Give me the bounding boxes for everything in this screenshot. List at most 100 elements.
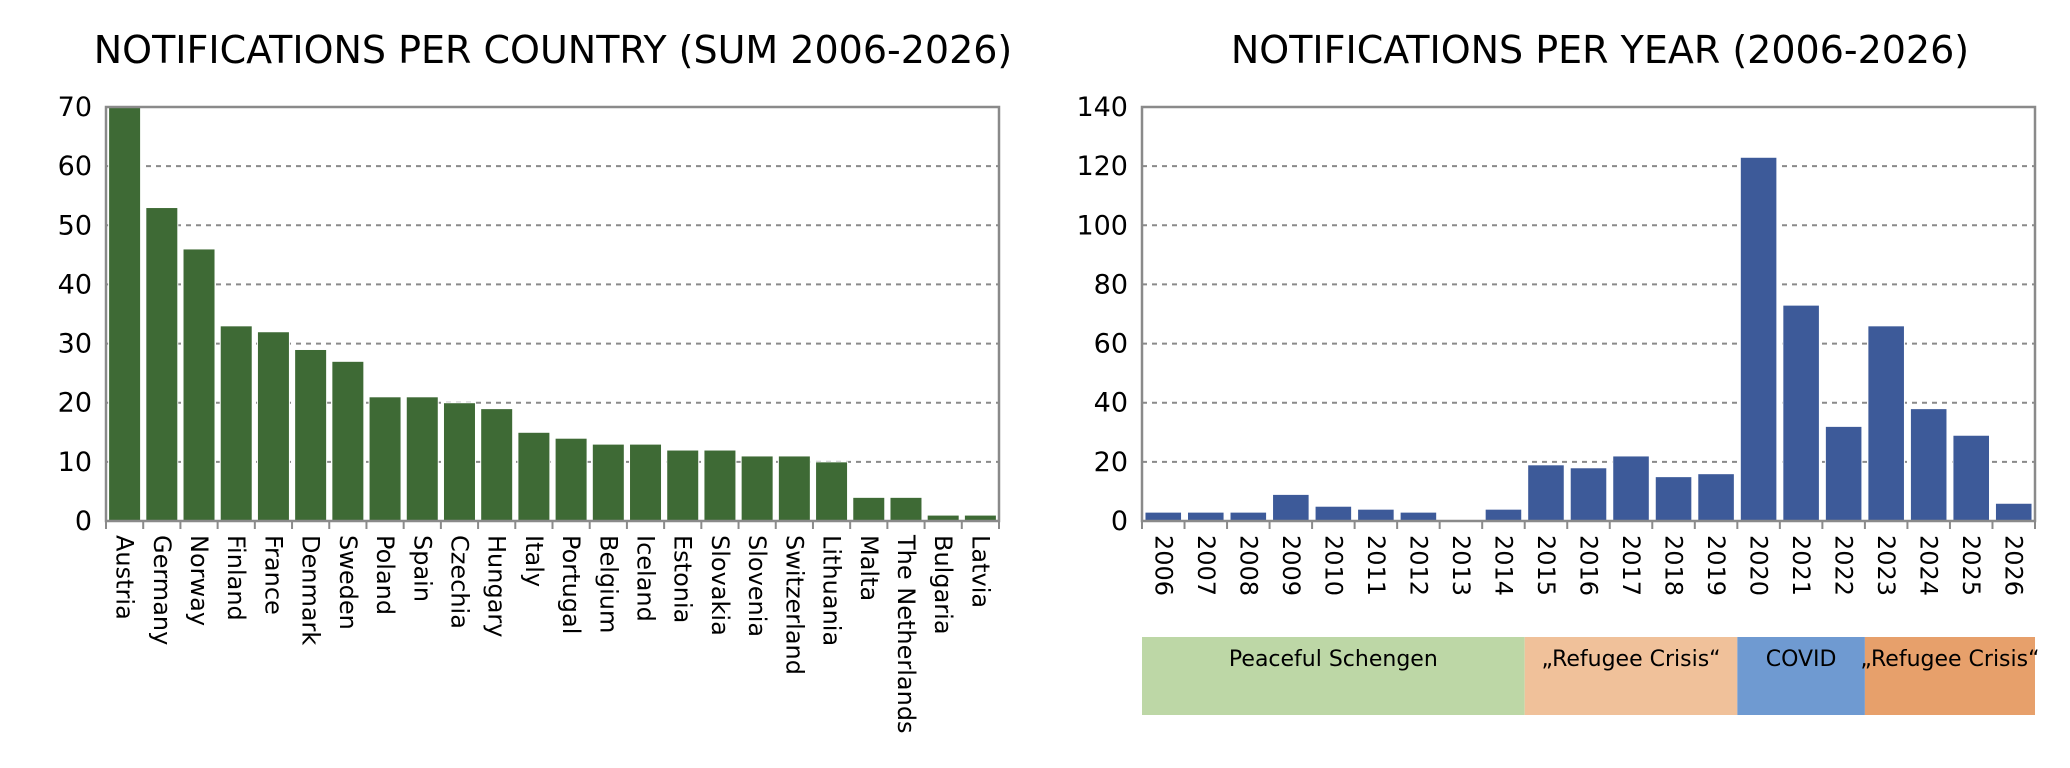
bar-2017: [1612, 455, 1650, 522]
period-refugee-crisis-3: [1864, 637, 2035, 715]
year-x-axis: 2006 2007 2008 2009 2010 2011 2012 2013 2014 2015…: [1141, 521, 2036, 596]
x-tick-label-2019: 2019: [1702, 535, 1730, 596]
bar-norway: [182, 248, 216, 522]
period-peaceful-schengen-0: [1142, 637, 1525, 715]
y-tick-label: 20: [58, 388, 92, 419]
bar-2025: [1952, 434, 1990, 522]
x-tick-label-slovenia: Slovenia: [743, 535, 771, 637]
x-tick-label-portugal: Portugal: [557, 535, 585, 634]
year-chart: NOTIFICATIONS PER YEAR (2006-2026) 0 20 40…: [1076, 28, 2040, 715]
x-tick-label-2009: 2009: [1277, 535, 1305, 596]
x-tick-label-estonia: Estonia: [669, 535, 697, 623]
y-tick-label: 60: [58, 151, 92, 182]
x-tick-label-norway: Norway: [185, 535, 213, 626]
country-gridlines: [106, 165, 999, 463]
y-tick-label: 100: [1076, 210, 1128, 241]
x-tick-label-poland: Poland: [371, 535, 399, 615]
bar-2007: [1187, 511, 1225, 522]
country-plot-frame: [104, 105, 1001, 523]
bar-2018: [1654, 476, 1693, 522]
bar-estonia: [666, 449, 700, 522]
bar-2022: [1824, 425, 1863, 522]
bar-2014: [1484, 508, 1523, 522]
x-tick-label-the-netherlands: The Netherlands: [892, 534, 920, 734]
bar-slovakia: [703, 449, 737, 522]
x-tick-label-2023: 2023: [1872, 535, 1900, 596]
bar-czechia: [442, 402, 476, 522]
x-tick-label-2017: 2017: [1617, 535, 1645, 596]
bar-2010: [1314, 505, 1353, 522]
bar-italy: [517, 431, 551, 522]
x-tick-label-hungary: Hungary: [483, 535, 511, 637]
year-bars: [1144, 156, 2033, 522]
x-tick-label-2010: 2010: [1319, 535, 1347, 596]
x-tick-label-malta: Malta: [855, 535, 883, 601]
x-tick-label-sweden: Sweden: [334, 535, 362, 630]
y-tick-label: 50: [58, 210, 92, 241]
country-y-axis: 0 10 20 30 40 50 60 70: [58, 92, 92, 537]
bar-2015: [1527, 464, 1565, 522]
x-tick-label-germany: Germany: [148, 535, 176, 645]
bar-2020: [1739, 156, 1778, 522]
x-tick-label-2026: 2026: [2000, 535, 2028, 596]
x-tick-label-2022: 2022: [1830, 535, 1858, 596]
x-tick-label-2013: 2013: [1447, 535, 1475, 596]
bar-iceland: [629, 443, 663, 522]
bar-the-netherlands: [889, 496, 923, 522]
bar-lithuania: [815, 461, 849, 522]
bar-2008: [1229, 511, 1268, 522]
period-band: Peaceful Schengen „Refugee Crisis“ COVID „R…: [1142, 637, 2040, 715]
bar-2019: [1697, 473, 1735, 522]
bar-2024: [1909, 408, 1948, 522]
x-tick-label-belgium: Belgium: [594, 535, 622, 633]
x-tick-label-latvia: Latvia: [966, 535, 994, 608]
y-tick-label: 30: [58, 329, 92, 360]
x-tick-label-austria: Austria: [111, 535, 139, 620]
x-tick-label-bulgaria: Bulgaria: [929, 535, 957, 635]
bar-finland: [219, 325, 253, 522]
bar-belgium: [591, 443, 625, 522]
x-tick-label-lithuania: Lithuania: [818, 535, 846, 646]
bar-denmark: [294, 348, 328, 522]
year-y-axis: 0 20 40 60 80 100 120 140: [1076, 92, 1128, 537]
x-tick-label-2020: 2020: [1745, 535, 1773, 596]
year-plot-frame: [1140, 105, 2037, 523]
y-tick-label: 70: [58, 92, 92, 123]
y-tick-label: 20: [1094, 447, 1128, 478]
bar-spain: [405, 396, 439, 522]
period-label: „Refugee Crisis“: [1541, 647, 1720, 672]
bar-portugal: [554, 437, 588, 522]
bar-2016: [1569, 467, 1608, 522]
bar-france: [256, 331, 290, 522]
country-chart: NOTIFICATIONS PER COUNTRY (SUM 2006-2026…: [58, 28, 1013, 734]
x-tick-label-2007: 2007: [1192, 535, 1220, 596]
period-label: „Refugee Crisis“: [1860, 647, 2039, 672]
y-tick-label: 0: [75, 506, 92, 537]
bar-sweden: [331, 360, 365, 522]
x-tick-label-2014: 2014: [1489, 535, 1517, 596]
bar-malta: [852, 496, 886, 522]
bar-hungary: [480, 408, 514, 522]
y-tick-label: 120: [1076, 151, 1128, 182]
country-x-axis: Austria Germany Norway Finland France Denmark…: [105, 521, 1000, 734]
x-tick-label-2024: 2024: [1915, 535, 1943, 596]
bar-slovenia: [740, 455, 774, 522]
y-tick-label: 140: [1076, 92, 1128, 123]
period-refugee-crisis-1: [1524, 637, 1738, 715]
x-tick-label-iceland: Iceland: [632, 535, 660, 622]
bar-2026: [1994, 502, 2033, 522]
x-tick-label-2006: 2006: [1149, 535, 1177, 596]
x-tick-label-2012: 2012: [1404, 535, 1432, 596]
period-label: Peaceful Schengen: [1229, 647, 1438, 672]
y-tick-label: 40: [58, 269, 92, 300]
y-tick-label: 80: [1094, 269, 1128, 300]
bar-switzerland: [777, 455, 811, 522]
y-tick-label: 10: [58, 447, 92, 478]
x-tick-label-slovakia: Slovakia: [706, 535, 734, 636]
x-tick-label-switzerland: Switzerland: [780, 535, 808, 675]
x-tick-label-denmark: Denmark: [297, 535, 325, 645]
x-tick-label-2016: 2016: [1575, 535, 1603, 596]
y-tick-label: 0: [1111, 506, 1128, 537]
x-tick-label-2025: 2025: [1957, 535, 1985, 596]
x-tick-label-finland: Finland: [222, 535, 250, 621]
